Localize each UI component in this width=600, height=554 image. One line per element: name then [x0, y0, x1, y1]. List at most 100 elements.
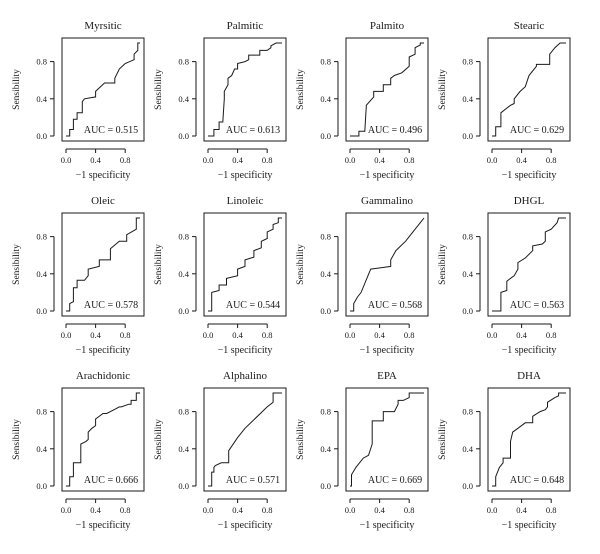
x-axis-label: −1 specificity [76, 345, 131, 356]
x-axis-label: −1 specificity [360, 170, 415, 181]
x-tick-label: 0.0 [345, 330, 356, 340]
y-tick-label: 0.0 [178, 131, 189, 141]
roc-panel-arachidonic: Arachidonic 0.0 0.4 0.8 0.0 0.4 0.8 −1 specific… [12, 370, 145, 531]
y-tick-label: 0.4 [178, 444, 189, 454]
plot-frame [345, 37, 429, 142]
auc-annotation: AUC = 0.629 [510, 125, 564, 136]
roc-panel-dha: DHA 0.0 0.4 0.8 0.0 0.4 0.8 −1 specificity Sensi… [438, 370, 571, 531]
auc-annotation: AUC = 0.563 [510, 300, 564, 311]
x-tick-label: 0.8 [262, 155, 273, 165]
y-tick-label: 0.0 [36, 131, 47, 141]
auc-annotation: AUC = 0.613 [226, 125, 280, 136]
roc-panel-myrsitic: Myrsitic 0.0 0.4 0.8 0.0 0.4 0.8 −1 specificity… [12, 20, 145, 181]
roc-curve-line [208, 42, 282, 137]
plot-frame [203, 37, 287, 142]
x-tick-label: 0.8 [404, 155, 415, 165]
y-tick-label: 0.8 [36, 407, 47, 417]
plot-frame [345, 212, 429, 317]
x-tick-label: 0.8 [404, 330, 415, 340]
x-axis-label: −1 specificity [218, 170, 273, 181]
plot-frame [487, 387, 571, 492]
y-axis-label: Sensibility [438, 419, 448, 460]
panel-title: EPA [377, 370, 397, 382]
x-axis-label: −1 specificity [76, 170, 131, 181]
panel-title: Gammalino [361, 195, 413, 207]
x-axis-label: −1 specificity [360, 345, 415, 356]
roc-panel-alphalino: Alphalino 0.0 0.4 0.8 0.0 0.4 0.8 −1 specificit… [154, 370, 287, 531]
x-tick-label: 0.8 [546, 505, 557, 515]
y-tick-label: 0.0 [178, 481, 189, 491]
y-tick-label: 0.4 [36, 444, 47, 454]
y-tick-label: 0.8 [320, 407, 331, 417]
y-axis-label: Sensibility [438, 244, 448, 285]
y-tick-label: 0.0 [320, 131, 331, 141]
plot-frame [203, 387, 287, 492]
x-tick-label: 0.4 [90, 155, 101, 165]
y-tick-label: 0.8 [36, 57, 47, 67]
panel-title: DHA [517, 370, 541, 382]
y-tick-label: 0.4 [320, 94, 331, 104]
roc-curve-line [492, 217, 566, 312]
x-tick-label: 0.4 [90, 505, 101, 515]
x-axis-label: −1 specificity [218, 345, 273, 356]
roc-panel-dhgl: DHGL 0.0 0.4 0.8 0.0 0.4 0.8 −1 specificity Sens… [438, 195, 571, 356]
roc-panel-palmitic: Palmitic 0.0 0.4 0.8 0.0 0.4 0.8 −1 specificity… [154, 20, 287, 181]
panel-title: Alphalino [223, 370, 267, 382]
panel-title: Oleic [91, 195, 115, 207]
x-tick-label: 0.0 [345, 505, 356, 515]
y-tick-label: 0.8 [178, 57, 189, 67]
x-tick-label: 0.0 [61, 505, 72, 515]
x-tick-label: 0.4 [90, 330, 101, 340]
x-tick-label: 0.0 [203, 330, 214, 340]
y-tick-label: 0.0 [178, 306, 189, 316]
x-axis-label: −1 specificity [218, 520, 273, 531]
x-tick-label: 0.4 [232, 505, 243, 515]
plot-frame [487, 212, 571, 317]
y-tick-label: 0.0 [462, 131, 473, 141]
y-tick-label: 0.0 [36, 306, 47, 316]
auc-annotation: AUC = 0.578 [84, 300, 138, 311]
panel-title: Palmitic [227, 20, 264, 32]
x-tick-label: 0.8 [262, 330, 273, 340]
auc-annotation: AUC = 0.666 [84, 475, 138, 486]
x-tick-label: 0.8 [120, 155, 131, 165]
y-tick-label: 0.8 [178, 232, 189, 242]
x-tick-label: 0.8 [120, 505, 131, 515]
y-tick-label: 0.4 [320, 269, 331, 279]
x-tick-label: 0.0 [487, 155, 498, 165]
roc-curve-line [66, 392, 140, 487]
x-tick-label: 0.0 [61, 330, 72, 340]
plot-frame [487, 37, 571, 142]
y-axis-label: Sensibility [438, 69, 448, 110]
y-axis-label: Sensibility [296, 244, 306, 285]
x-tick-label: 0.0 [61, 155, 72, 165]
y-axis-label: Sensibility [12, 419, 22, 460]
panel-title: Stearic [514, 20, 545, 32]
roc-curve-line [66, 42, 140, 137]
auc-annotation: AUC = 0.669 [368, 475, 422, 486]
x-tick-label: 0.0 [345, 155, 356, 165]
x-tick-label: 0.4 [516, 505, 527, 515]
y-tick-label: 0.8 [36, 232, 47, 242]
panel-title: Arachidonic [76, 370, 130, 382]
x-tick-label: 0.4 [374, 505, 385, 515]
plot-frame [203, 212, 287, 317]
x-tick-label: 0.0 [203, 505, 214, 515]
y-axis-label: Sensibility [154, 244, 164, 285]
plot-frame [345, 387, 429, 492]
panel-title: Myrsitic [84, 20, 121, 32]
x-tick-label: 0.4 [516, 155, 527, 165]
x-tick-label: 0.8 [262, 505, 273, 515]
roc-panel-palmito: Palmito 0.0 0.4 0.8 0.0 0.4 0.8 −1 specificity S… [296, 20, 429, 181]
y-tick-label: 0.4 [36, 269, 47, 279]
roc-curve-line [208, 217, 282, 312]
plot-frame [61, 37, 145, 142]
roc-curve-line [492, 42, 566, 137]
roc-curve-line [208, 392, 282, 487]
y-tick-label: 0.4 [320, 444, 331, 454]
plot-frame [61, 212, 145, 317]
roc-curve-line [350, 392, 424, 487]
y-tick-label: 0.4 [462, 269, 473, 279]
x-axis-label: −1 specificity [360, 520, 415, 531]
